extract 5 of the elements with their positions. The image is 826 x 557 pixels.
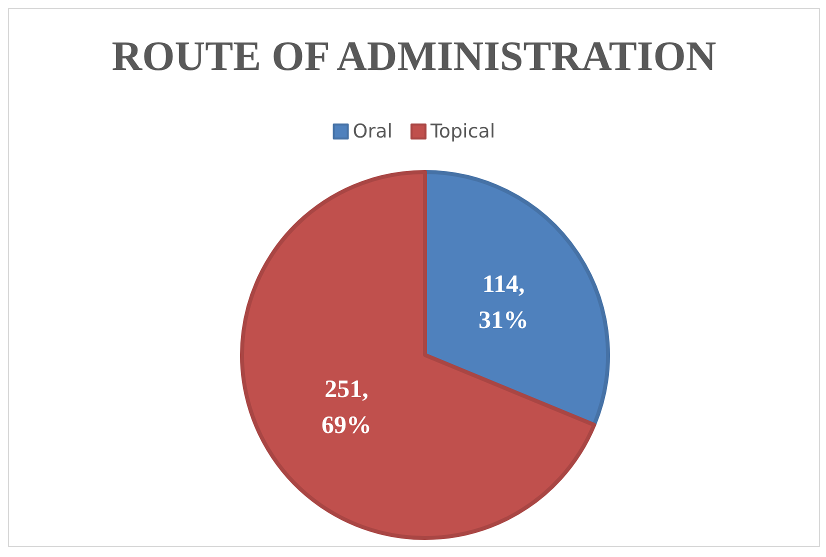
legend-label: Oral bbox=[352, 120, 393, 142]
chart-title: ROUTE OF ADMINISTRATION bbox=[112, 34, 716, 80]
data-label: 251, 69% bbox=[321, 376, 372, 440]
data-label: 114, 31% bbox=[478, 270, 529, 334]
legend-label: Topical bbox=[429, 120, 496, 142]
